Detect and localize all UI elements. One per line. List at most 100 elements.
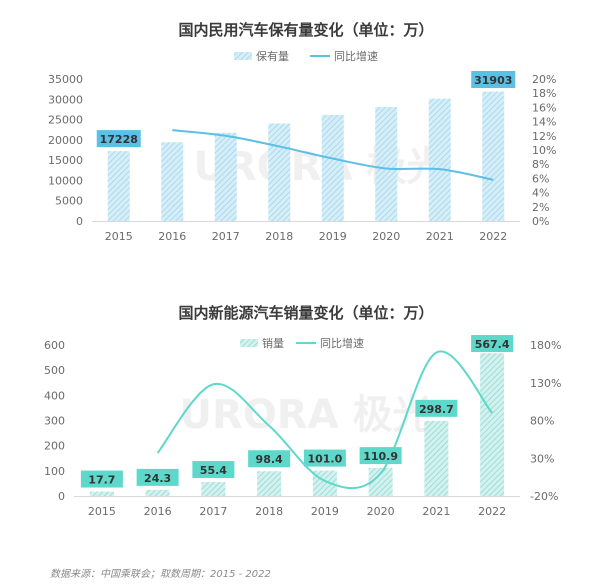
y2-tick-label: 18% (532, 87, 556, 100)
chart-2-bars (89, 353, 505, 496)
chart-2-y-axis: 0 100 200 300 400 500 600 (44, 339, 65, 503)
y2-tick-label: 2% (532, 201, 549, 214)
data-label: 31903 (474, 74, 512, 87)
y2-tick-label: 4% (532, 187, 549, 200)
chart-2-y2-axis: -20% 30% 80% 130% 180% (530, 339, 561, 503)
y-tick-label: 300 (44, 415, 65, 428)
y-tick-label: 500 (44, 364, 65, 377)
bar (257, 471, 282, 496)
x-tick-label: 2017 (212, 230, 240, 243)
chart-1-x-axis: 2015 2016 2017 2018 2019 2020 2021 2022 (92, 221, 520, 243)
x-tick-label: 2021 (422, 505, 450, 518)
chart-2-legend-line-label: 同比增速 (320, 336, 364, 350)
y-tick-label: 400 (44, 389, 65, 402)
bar (428, 98, 451, 221)
data-label: 101.0 (307, 453, 342, 466)
data-label-bg (359, 447, 402, 465)
y-tick-label: 20000 (48, 134, 83, 147)
data-label-bg (192, 461, 235, 479)
y2-tick-label: 6% (532, 172, 549, 185)
y2-tick-label: 12% (532, 130, 556, 143)
y-tick-label: 15000 (48, 154, 83, 167)
source-footer: 数据来源：中国乘联会；取数周期：2015 - 2022 (50, 569, 271, 580)
chart-1-title: 国内民用汽车保有量变化（单位：万） (178, 21, 433, 39)
y2-tick-label: 10% (532, 144, 556, 157)
data-label: 298.7 (419, 403, 454, 416)
y-tick-label: 5000 (55, 195, 83, 208)
y-tick-label: 10000 (48, 174, 83, 187)
x-tick-label: 2015 (105, 230, 133, 243)
x-tick-label: 2021 (426, 230, 454, 243)
x-tick-label: 2016 (144, 505, 172, 518)
y-tick-label: 200 (44, 440, 65, 453)
y-tick-label: 600 (44, 339, 65, 352)
bar (424, 420, 449, 496)
data-label-bg (471, 335, 514, 352)
chart-1-legend-bar-swatch (234, 52, 252, 60)
chart-1-bars (107, 91, 505, 221)
y2-tick-label: 20% (532, 73, 556, 86)
data-label: 17.7 (88, 474, 115, 487)
bar (214, 132, 237, 221)
data-label-bg (303, 449, 346, 467)
chart-2-growth-line (156, 350, 493, 490)
y2-tick-label: 180% (530, 339, 561, 352)
chart-2-x-axis: 2015 2016 2017 2018 2019 2020 2021 2022 (74, 496, 520, 518)
x-tick-label: 2018 (255, 505, 283, 518)
chart-2-legend: 销量 同比增速 (240, 336, 364, 350)
bar (89, 491, 114, 496)
x-tick-label: 2020 (372, 230, 400, 243)
chart-2-title: 国内新能源汽车销量变化（单位：万） (178, 304, 433, 322)
chart-1-y2-axis: 0%2%4% 6%8%10%12%14% 16%18%20% (532, 73, 556, 228)
y2-tick-label: 0% (532, 215, 549, 228)
data-label: 98.4 (256, 453, 283, 466)
bar (107, 151, 130, 221)
y-tick-label: 100 (44, 465, 65, 478)
chart-1-legend: 保有量 同比增速 (234, 49, 378, 63)
x-tick-label: 2019 (319, 230, 347, 243)
x-tick-label: 2018 (265, 230, 293, 243)
y2-tick-label: 8% (532, 158, 549, 171)
y-tick-label: 30000 (48, 93, 83, 106)
chart-2-watermark: URORA 极光 (180, 392, 433, 438)
x-tick-label: 2022 (478, 505, 506, 518)
data-label-bg (96, 130, 141, 148)
chart-1-legend-bar-label: 保有量 (256, 49, 289, 63)
chart-2: 国内新能源汽车销量变化（单位：万） 销量 同比增速 URORA 极光 0 100 2… (44, 304, 561, 518)
chart-1: 国内民用汽车保有量变化（单位：万） 保有量 同比增速 URORA 极光 0500… (48, 21, 556, 243)
chart-1-growth-line (172, 129, 494, 181)
x-tick-label: 2022 (479, 230, 507, 243)
data-label: 55.4 (200, 464, 227, 477)
bar (201, 482, 226, 496)
data-label-bg (136, 468, 179, 486)
chart-1-data-labels: 17228 31903 (96, 71, 516, 148)
data-label: 567.4 (475, 338, 510, 351)
x-tick-label: 2015 (88, 505, 116, 518)
bar (375, 107, 398, 221)
y2-tick-label: 30% (530, 452, 554, 465)
y-tick-label: 0 (58, 490, 65, 503)
data-label-bg (471, 71, 516, 88)
y2-tick-label: -20% (530, 490, 558, 503)
y2-tick-label: 16% (532, 101, 556, 114)
x-tick-label: 2019 (311, 505, 339, 518)
data-label: 24.3 (144, 472, 171, 485)
chart-1-y-axis: 0 5000 10000 15000 20000 25000 30000 35000 (48, 73, 83, 228)
chart-2-legend-bar-swatch (240, 339, 258, 347)
y2-tick-label: 130% (530, 377, 561, 390)
chart-2-legend-bar-label: 销量 (262, 336, 284, 350)
data-label: 110.9 (363, 450, 398, 463)
bar (321, 114, 344, 221)
bar (480, 353, 505, 496)
bar (482, 91, 505, 221)
data-label-bg (80, 470, 123, 488)
data-label: 17228 (100, 133, 138, 146)
data-label-bg (415, 399, 458, 417)
x-tick-label: 2020 (367, 505, 395, 518)
bar (268, 123, 291, 221)
data-label-bg (248, 450, 291, 468)
y2-tick-label: 80% (530, 415, 554, 428)
y-tick-label: 25000 (48, 114, 83, 127)
x-tick-label: 2016 (158, 230, 186, 243)
